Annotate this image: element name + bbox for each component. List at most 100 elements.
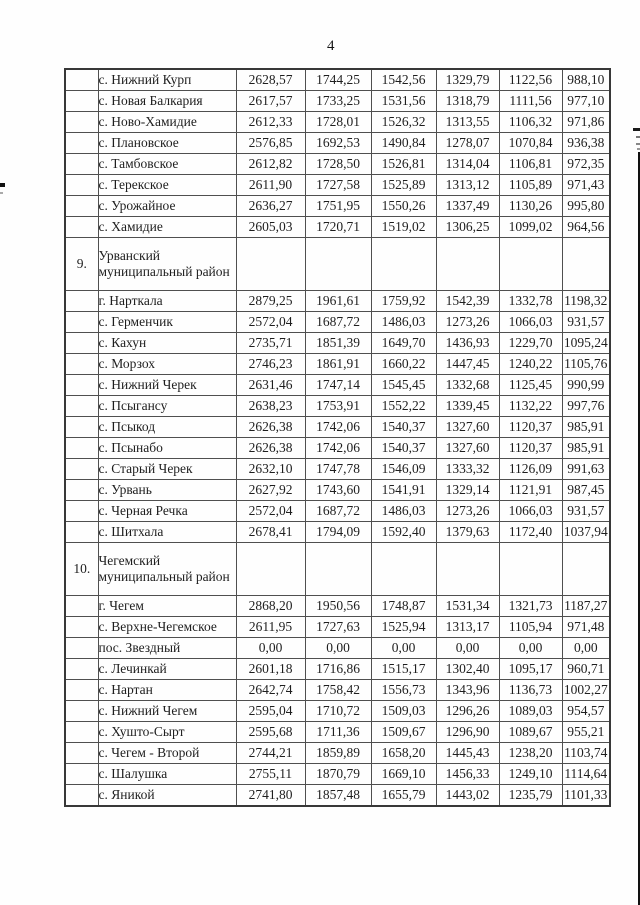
- value-cell: 1229,70: [498, 332, 563, 354]
- value-cell: 1490,84: [370, 132, 437, 154]
- value-cell: 1249,10: [498, 763, 563, 785]
- value-cell: 1089,67: [498, 721, 563, 743]
- settlement-row: с. Урвань 2627,92 1743,60 1541,91 1329,14 112…: [64, 479, 611, 501]
- settlement-name-cell: г. Чегем: [97, 595, 237, 617]
- value-cell: 1649,70: [370, 332, 437, 354]
- value-cell: [435, 542, 500, 596]
- value-cell: 1296,90: [435, 721, 500, 743]
- value-cell: 1542,39: [435, 290, 500, 312]
- settlement-name-cell: с. Шалушка: [97, 763, 237, 785]
- value-cell: 1733,25: [304, 90, 372, 112]
- value-cell: [561, 237, 611, 291]
- value-cell: 1379,63: [435, 521, 500, 543]
- value-cell: 1710,72: [304, 700, 372, 722]
- value-cell: 1546,09: [370, 458, 437, 480]
- row-index-cell: [64, 479, 99, 501]
- settlement-name-cell: с. Шитхала: [97, 521, 237, 543]
- settlement-name-cell: с. Новая Балкария: [97, 90, 237, 112]
- value-cell: 985,91: [561, 416, 611, 438]
- settlement-name-cell: Чегемский муниципальный район: [97, 542, 237, 596]
- value-cell: 1751,95: [304, 195, 372, 217]
- settlement-name-cell: с. Хамидие: [97, 216, 237, 238]
- row-index-cell: [64, 500, 99, 522]
- value-cell: 1122,56: [498, 68, 563, 91]
- value-cell: 1486,03: [370, 311, 437, 333]
- value-cell: [370, 237, 437, 291]
- value-cell: 991,63: [561, 458, 611, 480]
- value-cell: 960,71: [561, 658, 611, 680]
- value-cell: 1550,26: [370, 195, 437, 217]
- settlement-row: с. Псыкод 2626,38 1742,06 1540,37 1327,60 112…: [64, 416, 611, 438]
- value-cell: 1759,92: [370, 290, 437, 312]
- settlement-name-cell: Урванский муниципальный район: [97, 237, 237, 291]
- row-index-cell: [64, 721, 99, 743]
- value-cell: 1728,01: [304, 111, 372, 133]
- row-index-cell: [64, 111, 99, 133]
- value-cell: 1089,03: [498, 700, 563, 722]
- value-cell: 1742,06: [304, 416, 372, 438]
- value-cell: 1318,79: [435, 90, 500, 112]
- settlement-name-cell: с. Нижний Черек: [97, 374, 237, 396]
- row-index-cell: [64, 195, 99, 217]
- settlement-row: с. Плановское 2576,85 1692,53 1490,84 1278,0…: [64, 132, 611, 154]
- value-cell: 1132,22: [498, 395, 563, 417]
- value-cell: 1329,14: [435, 479, 500, 501]
- value-cell: 1321,73: [498, 595, 563, 617]
- value-cell: 2741,80: [235, 784, 306, 807]
- value-cell: [235, 542, 306, 596]
- value-cell: 1486,03: [370, 500, 437, 522]
- scan-mark: [633, 128, 640, 131]
- row-index-cell: [64, 311, 99, 333]
- settlement-name-cell: с. Чегем - Второй: [97, 742, 237, 764]
- value-cell: 1327,60: [435, 437, 500, 459]
- value-cell: 977,10: [561, 90, 611, 112]
- value-cell: 1106,81: [498, 153, 563, 175]
- value-cell: 1106,32: [498, 111, 563, 133]
- value-cell: 1172,40: [498, 521, 563, 543]
- settlement-name-cell: с. Урвань: [97, 479, 237, 501]
- value-cell: 1066,03: [498, 500, 563, 522]
- value-cell: 1727,63: [304, 616, 372, 638]
- value-cell: 988,10: [561, 68, 611, 91]
- settlement-name-cell: с. Плановское: [97, 132, 237, 154]
- value-cell: 2632,10: [235, 458, 306, 480]
- value-cell: 1120,37: [498, 437, 563, 459]
- value-cell: 0,00: [435, 637, 500, 659]
- row-index-cell: [64, 153, 99, 175]
- value-cell: 1125,45: [498, 374, 563, 396]
- value-cell: 2628,57: [235, 68, 306, 91]
- row-index-cell: [64, 290, 99, 312]
- value-cell: 2678,41: [235, 521, 306, 543]
- value-cell: 1509,67: [370, 721, 437, 743]
- value-cell: 1278,07: [435, 132, 500, 154]
- value-cell: 2572,04: [235, 311, 306, 333]
- value-cell: 1070,84: [498, 132, 563, 154]
- value-cell: 971,86: [561, 111, 611, 133]
- row-index-cell: [64, 763, 99, 785]
- value-cell: 1540,37: [370, 437, 437, 459]
- value-cell: 985,91: [561, 437, 611, 459]
- value-cell: 1526,32: [370, 111, 437, 133]
- settlement-name-cell: с. Тамбовское: [97, 153, 237, 175]
- value-cell: 0,00: [498, 637, 563, 659]
- value-cell: 1105,94: [498, 616, 563, 638]
- value-cell: 1037,94: [561, 521, 611, 543]
- settlement-row: с. Нижний Чегем 2595,04 1710,72 1509,03 1296…: [64, 700, 611, 722]
- row-index-cell: [64, 395, 99, 417]
- value-cell: 2755,11: [235, 763, 306, 785]
- row-index-cell: [64, 68, 99, 91]
- value-cell: 2611,95: [235, 616, 306, 638]
- value-cell: 1187,27: [561, 595, 611, 617]
- value-cell: 1436,93: [435, 332, 500, 354]
- value-cell: 2595,04: [235, 700, 306, 722]
- settlement-row: с. Псынабо 2626,38 1742,06 1540,37 1327,60 11…: [64, 437, 611, 459]
- row-index-cell: [64, 637, 99, 659]
- value-cell: 1273,26: [435, 311, 500, 333]
- value-cell: 1687,72: [304, 500, 372, 522]
- tariff-table: с. Нижний Курп 2628,57 1744,25 1542,56 1329,…: [64, 68, 611, 807]
- value-cell: [498, 237, 563, 291]
- row-index-cell: [64, 90, 99, 112]
- value-cell: 2879,25: [235, 290, 306, 312]
- value-cell: 1313,12: [435, 174, 500, 196]
- value-cell: 1101,33: [561, 784, 611, 807]
